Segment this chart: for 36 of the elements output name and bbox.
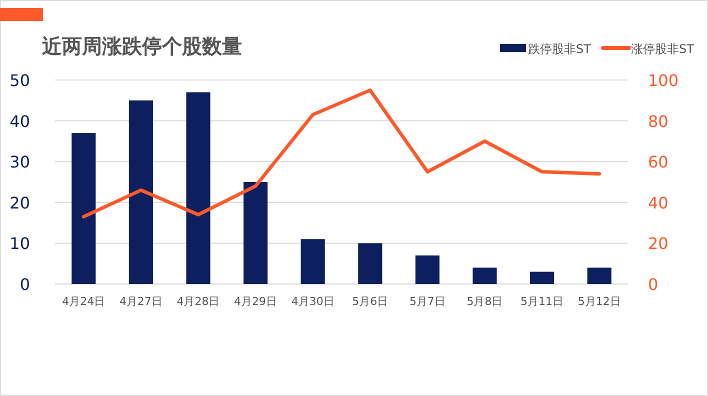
y-tick-label: 0 bbox=[20, 275, 30, 294]
x-tick-label: 4月30日 bbox=[291, 295, 334, 308]
bar bbox=[72, 133, 96, 284]
x-tick-label: 4月27日 bbox=[119, 295, 162, 308]
x-tick-label: 5月6日 bbox=[352, 295, 388, 308]
legend-label: 涨停股非ST bbox=[630, 42, 695, 56]
y2-tick-label: 0 bbox=[648, 275, 658, 294]
bar bbox=[587, 268, 612, 284]
line-series bbox=[82, 88, 602, 218]
x-tick-label: 5月7日 bbox=[409, 295, 446, 308]
chart-title: 近两周涨跌停个股数量 bbox=[41, 34, 242, 58]
bar bbox=[530, 272, 554, 284]
y-tick-label: 40 bbox=[10, 112, 30, 131]
y-tick-label: 20 bbox=[10, 193, 30, 212]
bar bbox=[415, 255, 440, 284]
bar bbox=[128, 100, 153, 284]
y-tick-label: 50 bbox=[10, 71, 30, 90]
bar bbox=[358, 243, 382, 284]
x-tick-label: 5月12日 bbox=[578, 295, 621, 308]
x-tick-label: 5月8日 bbox=[466, 295, 503, 308]
y-tick-label: 30 bbox=[10, 152, 30, 172]
y-tick-label: 10 bbox=[10, 234, 30, 254]
x-tick-label: 4月29日 bbox=[234, 295, 278, 308]
legend-label: 跌停股非ST bbox=[528, 42, 592, 56]
bar bbox=[186, 92, 210, 284]
bar bbox=[472, 268, 497, 284]
bar bbox=[300, 239, 325, 284]
y2-tick-label: 100 bbox=[648, 71, 679, 90]
y2-tick-label: 20 bbox=[648, 234, 668, 254]
x-tick-label: 5月11日 bbox=[520, 295, 564, 308]
x-tick-label: 4月28日 bbox=[176, 295, 220, 308]
y2-tick-label: 60 bbox=[648, 152, 668, 172]
bar bbox=[244, 182, 268, 284]
y2-tick-label: 80 bbox=[648, 112, 668, 131]
x-tick-label: 4月24日 bbox=[62, 295, 106, 308]
y2-tick-label: 40 bbox=[648, 193, 668, 212]
